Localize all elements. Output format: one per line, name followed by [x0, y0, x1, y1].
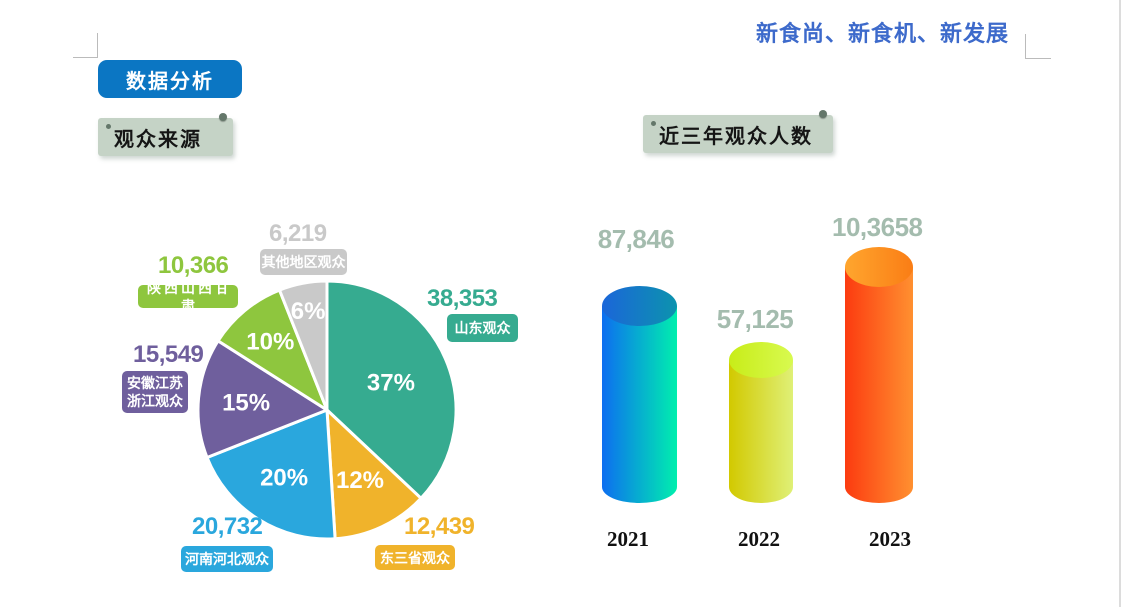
pie-percent-label: 15%: [222, 389, 270, 416]
pie-slice: [205, 408, 337, 541]
three-year-visitors-plate: 近三年观众人数: [643, 110, 833, 153]
cylinder-body: [845, 267, 913, 503]
pie-value-label: 20,732: [192, 513, 263, 540]
bar-value-label: 57,125: [716, 304, 794, 334]
text-margin-corner-mark-right: [1025, 34, 1051, 59]
cylinder-2023: [845, 247, 913, 503]
pie-percent-label: 37%: [367, 369, 415, 396]
pie-slice: [325, 408, 423, 541]
pie-category-badge: 东三省观众: [375, 545, 455, 570]
cylinder-top: [845, 247, 913, 287]
bar-value-label: 10,3658: [832, 212, 923, 242]
cylinder-body: [729, 360, 793, 503]
pin-icon: [219, 113, 227, 121]
pie-value-label: 10,366: [158, 252, 229, 279]
bar-category-label: 2023: [869, 527, 911, 551]
data-analysis-button[interactable]: 数据分析: [98, 60, 242, 98]
pie-category-badge: 山东观众: [447, 314, 518, 342]
pie-category-badge: 陕西山西甘肃: [138, 280, 238, 314]
cylinder-2022: [729, 342, 793, 503]
bar-category-label: 2021: [607, 527, 649, 551]
pie-slice: [216, 288, 329, 412]
pin-icon: [819, 110, 827, 118]
pie-slice: [278, 279, 329, 412]
pin-icon: [106, 124, 111, 129]
bar-category-label: 2022: [738, 527, 780, 551]
pie-category-badge: 安徽江苏 浙江观众: [122, 371, 188, 413]
pin-icon: [651, 121, 656, 126]
cylinder-body: [602, 306, 677, 503]
pie-value-label: 6,219: [269, 220, 327, 247]
pie-value-label: 38,353: [427, 285, 498, 312]
cylinder-top: [729, 342, 793, 378]
pie-percent-label: 10%: [246, 328, 294, 355]
pie-category-badge: 其他地区观众: [260, 249, 347, 275]
pie-chart: 37% 12% 20% 15% 10% 6%: [196, 279, 458, 541]
pie-value-label: 12,439: [404, 513, 475, 540]
bar-value-label: 87,846: [597, 224, 675, 254]
pie-category-badge: 河南河北观众: [181, 546, 273, 572]
page-edge-line: [1119, 0, 1121, 607]
pie-slice: [196, 339, 329, 459]
pie-percent-label: 6%: [291, 298, 326, 325]
pie-percent-label: 20%: [260, 465, 308, 492]
pie-value-label: 15,549: [133, 341, 204, 368]
three-year-visitors-title: 近三年观众人数: [659, 125, 813, 148]
cylinder-top: [602, 286, 677, 326]
pie-percent-label: 12%: [336, 467, 384, 494]
audience-source-title: 观众来源: [114, 128, 202, 151]
audience-source-plate: 观众来源: [98, 113, 233, 156]
header-slogan: 新食尚、新食机、新发展: [755, 21, 1009, 46]
pie-slice: [325, 279, 458, 500]
text-margin-corner-mark-left: [73, 33, 98, 58]
cylinder-2021: [602, 286, 677, 503]
